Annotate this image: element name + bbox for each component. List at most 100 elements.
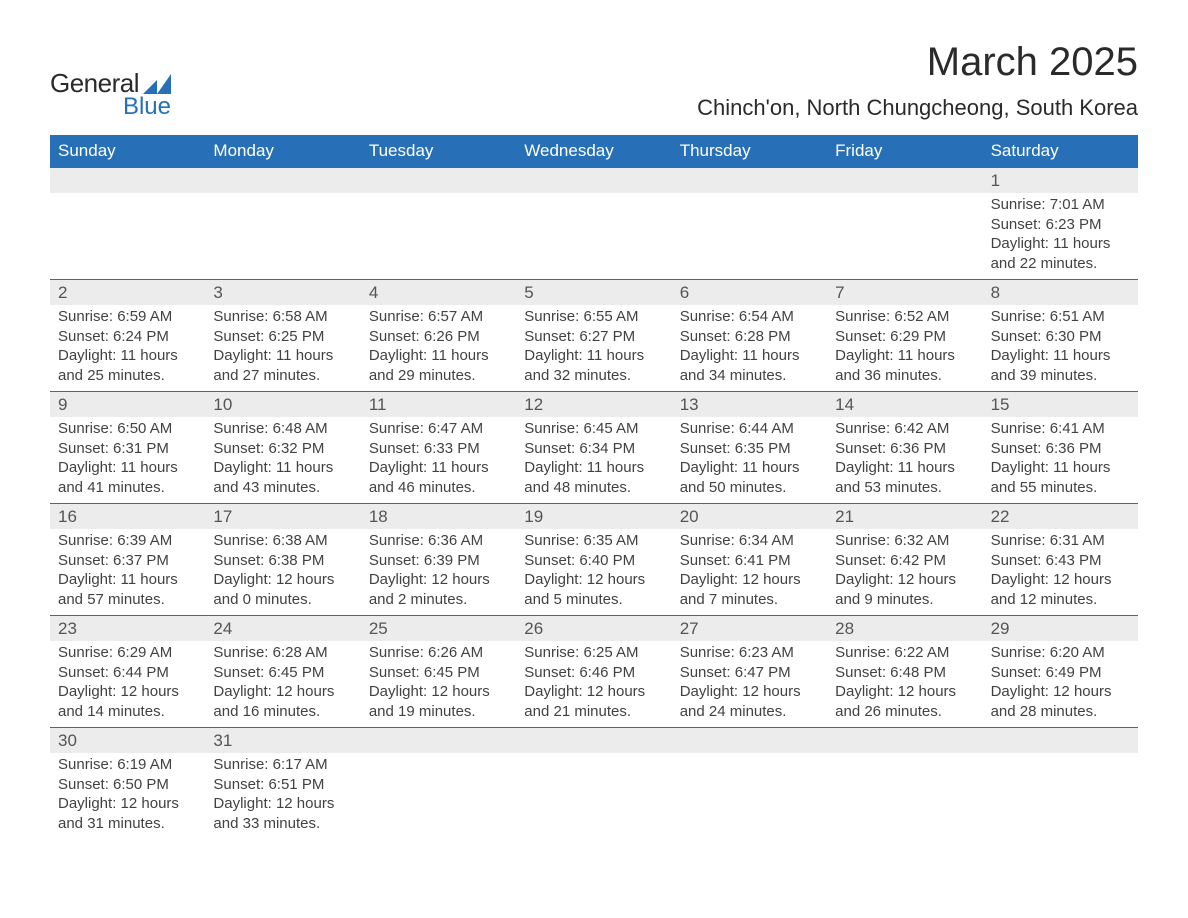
detail-line-dl1: Daylight: 12 hours	[213, 570, 352, 590]
day-number	[827, 728, 982, 753]
detail-line-sunset: Sunset: 6:46 PM	[524, 663, 663, 683]
detail-line-sunrise: Sunrise: 6:42 AM	[835, 419, 974, 439]
day-detail	[827, 193, 982, 279]
weekday-header: Saturday	[983, 135, 1138, 167]
detail-row: Sunrise: 6:39 AMSunset: 6:37 PMDaylight:…	[50, 529, 1138, 615]
detail-line-dl2: and 36 minutes.	[835, 366, 974, 386]
title-block: March 2025 Chinch'on, North Chungcheong,…	[697, 40, 1138, 121]
detail-line-sunset: Sunset: 6:38 PM	[213, 551, 352, 571]
detail-line-dl1: Daylight: 11 hours	[213, 458, 352, 478]
detail-line-sunrise: Sunrise: 6:41 AM	[991, 419, 1130, 439]
detail-line-sunset: Sunset: 6:42 PM	[835, 551, 974, 571]
detail-line-sunrise: Sunrise: 6:55 AM	[524, 307, 663, 327]
detail-line-dl1: Daylight: 11 hours	[213, 346, 352, 366]
day-detail	[983, 753, 1138, 839]
day-number: 5	[516, 280, 671, 305]
day-number: 16	[50, 504, 205, 529]
calendar-header-row: SundayMondayTuesdayWednesdayThursdayFrid…	[50, 135, 1138, 167]
detail-row: Sunrise: 6:50 AMSunset: 6:31 PMDaylight:…	[50, 417, 1138, 503]
day-number	[827, 168, 982, 193]
day-detail: Sunrise: 6:29 AMSunset: 6:44 PMDaylight:…	[50, 641, 205, 727]
detail-line-sunrise: Sunrise: 6:25 AM	[524, 643, 663, 663]
day-detail: Sunrise: 6:57 AMSunset: 6:26 PMDaylight:…	[361, 305, 516, 391]
detail-line-dl2: and 21 minutes.	[524, 702, 663, 722]
detail-line-dl2: and 33 minutes.	[213, 814, 352, 834]
detail-line-sunset: Sunset: 6:40 PM	[524, 551, 663, 571]
detail-line-sunset: Sunset: 6:37 PM	[58, 551, 197, 571]
detail-line-sunset: Sunset: 6:50 PM	[58, 775, 197, 795]
detail-line-sunrise: Sunrise: 6:59 AM	[58, 307, 197, 327]
detail-line-dl2: and 7 minutes.	[680, 590, 819, 610]
day-number: 3	[205, 280, 360, 305]
detail-line-sunset: Sunset: 6:51 PM	[213, 775, 352, 795]
detail-line-sunrise: Sunrise: 6:34 AM	[680, 531, 819, 551]
day-detail: Sunrise: 6:58 AMSunset: 6:25 PMDaylight:…	[205, 305, 360, 391]
detail-line-sunrise: Sunrise: 6:20 AM	[991, 643, 1130, 663]
detail-line-sunrise: Sunrise: 6:38 AM	[213, 531, 352, 551]
detail-line-sunrise: Sunrise: 6:39 AM	[58, 531, 197, 551]
detail-line-sunset: Sunset: 6:23 PM	[991, 215, 1130, 235]
weekday-header: Tuesday	[361, 135, 516, 167]
calendar-body: 1 Sunrise: 7:01 AMSunset: 6:23 PMDayligh…	[50, 167, 1138, 839]
detail-line-dl2: and 2 minutes.	[369, 590, 508, 610]
detail-row: Sunrise: 6:29 AMSunset: 6:44 PMDaylight:…	[50, 641, 1138, 727]
day-detail: Sunrise: 6:59 AMSunset: 6:24 PMDaylight:…	[50, 305, 205, 391]
day-number: 8	[983, 280, 1138, 305]
day-number: 6	[672, 280, 827, 305]
daynum-row: 1	[50, 167, 1138, 193]
detail-row: Sunrise: 6:19 AMSunset: 6:50 PMDaylight:…	[50, 753, 1138, 839]
detail-line-dl2: and 28 minutes.	[991, 702, 1130, 722]
day-number: 23	[50, 616, 205, 641]
detail-line-sunset: Sunset: 6:29 PM	[835, 327, 974, 347]
detail-line-dl2: and 9 minutes.	[835, 590, 974, 610]
detail-line-dl1: Daylight: 11 hours	[991, 458, 1130, 478]
detail-line-dl2: and 55 minutes.	[991, 478, 1130, 498]
detail-line-dl2: and 19 minutes.	[369, 702, 508, 722]
daynum-row: 16171819202122	[50, 503, 1138, 529]
day-detail: Sunrise: 6:31 AMSunset: 6:43 PMDaylight:…	[983, 529, 1138, 615]
day-number: 4	[361, 280, 516, 305]
detail-line-dl1: Daylight: 11 hours	[369, 346, 508, 366]
day-detail	[50, 193, 205, 279]
detail-line-dl1: Daylight: 11 hours	[835, 346, 974, 366]
day-number	[672, 168, 827, 193]
day-number: 29	[983, 616, 1138, 641]
detail-line-dl1: Daylight: 11 hours	[58, 570, 197, 590]
detail-line-sunset: Sunset: 6:32 PM	[213, 439, 352, 459]
detail-line-sunrise: Sunrise: 6:44 AM	[680, 419, 819, 439]
detail-line-sunrise: Sunrise: 6:35 AM	[524, 531, 663, 551]
day-number: 30	[50, 728, 205, 753]
day-detail	[516, 753, 671, 839]
day-detail: Sunrise: 6:28 AMSunset: 6:45 PMDaylight:…	[205, 641, 360, 727]
detail-line-dl1: Daylight: 12 hours	[213, 682, 352, 702]
detail-line-dl2: and 25 minutes.	[58, 366, 197, 386]
day-detail: Sunrise: 6:48 AMSunset: 6:32 PMDaylight:…	[205, 417, 360, 503]
detail-line-dl1: Daylight: 11 hours	[524, 346, 663, 366]
detail-line-sunset: Sunset: 6:45 PM	[213, 663, 352, 683]
day-detail: Sunrise: 6:22 AMSunset: 6:48 PMDaylight:…	[827, 641, 982, 727]
detail-line-sunset: Sunset: 6:35 PM	[680, 439, 819, 459]
day-number: 12	[516, 392, 671, 417]
detail-line-dl1: Daylight: 12 hours	[58, 682, 197, 702]
detail-line-dl1: Daylight: 12 hours	[835, 682, 974, 702]
detail-line-dl2: and 39 minutes.	[991, 366, 1130, 386]
detail-line-sunrise: Sunrise: 6:32 AM	[835, 531, 974, 551]
day-number: 9	[50, 392, 205, 417]
calendar: SundayMondayTuesdayWednesdayThursdayFrid…	[50, 135, 1138, 839]
day-detail	[827, 753, 982, 839]
detail-line-sunset: Sunset: 6:41 PM	[680, 551, 819, 571]
detail-line-dl2: and 50 minutes.	[680, 478, 819, 498]
detail-line-sunset: Sunset: 6:49 PM	[991, 663, 1130, 683]
detail-line-dl2: and 31 minutes.	[58, 814, 197, 834]
day-number: 13	[672, 392, 827, 417]
detail-line-dl2: and 41 minutes.	[58, 478, 197, 498]
detail-line-dl1: Daylight: 12 hours	[680, 682, 819, 702]
day-number: 2	[50, 280, 205, 305]
day-detail: Sunrise: 6:34 AMSunset: 6:41 PMDaylight:…	[672, 529, 827, 615]
day-number	[516, 728, 671, 753]
detail-line-dl2: and 57 minutes.	[58, 590, 197, 610]
detail-line-sunset: Sunset: 6:43 PM	[991, 551, 1130, 571]
day-detail: Sunrise: 7:01 AMSunset: 6:23 PMDaylight:…	[983, 193, 1138, 279]
detail-line-dl1: Daylight: 11 hours	[369, 458, 508, 478]
day-number: 19	[516, 504, 671, 529]
